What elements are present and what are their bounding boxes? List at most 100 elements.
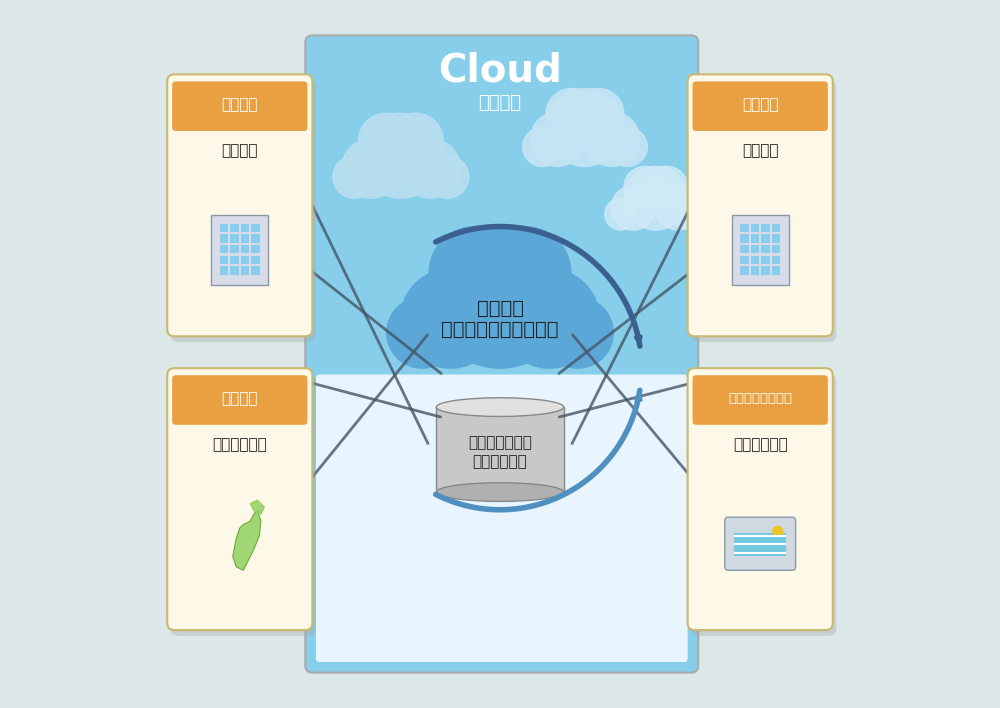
Bar: [230, 245, 239, 253]
FancyBboxPatch shape: [691, 80, 836, 342]
Bar: [740, 234, 749, 243]
Circle shape: [542, 297, 613, 368]
Bar: [751, 245, 759, 253]
Bar: [241, 256, 249, 264]
Bar: [751, 256, 759, 264]
Ellipse shape: [436, 483, 564, 501]
Circle shape: [388, 113, 443, 169]
Bar: [734, 533, 786, 556]
Bar: [241, 266, 249, 275]
Bar: [761, 266, 770, 275]
Polygon shape: [233, 510, 261, 570]
Text: クラウド: クラウド: [479, 93, 522, 112]
Text: 被災都道府県: 被災都道府県: [212, 437, 267, 452]
FancyBboxPatch shape: [172, 375, 307, 425]
Bar: [241, 245, 249, 253]
Text: 輸送調整: 輸送調整: [222, 97, 258, 113]
FancyBboxPatch shape: [693, 81, 828, 131]
Bar: [241, 224, 249, 232]
Bar: [751, 224, 759, 232]
Bar: [230, 224, 239, 232]
FancyBboxPatch shape: [167, 368, 312, 630]
Bar: [761, 234, 770, 243]
Bar: [220, 266, 228, 275]
Bar: [761, 224, 770, 232]
Bar: [436, 407, 564, 492]
FancyBboxPatch shape: [725, 517, 796, 571]
Bar: [251, 234, 260, 243]
Circle shape: [624, 166, 665, 207]
Bar: [251, 256, 260, 264]
FancyBboxPatch shape: [732, 215, 789, 285]
Bar: [772, 256, 780, 264]
Circle shape: [585, 112, 639, 166]
Bar: [740, 245, 749, 253]
FancyBboxPatch shape: [693, 375, 828, 425]
Circle shape: [358, 113, 443, 198]
Circle shape: [341, 139, 401, 198]
Bar: [220, 256, 228, 264]
Circle shape: [608, 127, 647, 166]
Text: 物資要請＆割振り: 物資要請＆割振り: [728, 392, 792, 405]
Text: 災害対策本部: 災害対策本部: [733, 437, 788, 452]
FancyBboxPatch shape: [172, 81, 307, 131]
Circle shape: [358, 113, 414, 169]
Bar: [251, 245, 260, 253]
Text: 関係省庁: 関係省庁: [742, 143, 778, 159]
FancyBboxPatch shape: [316, 375, 688, 662]
Bar: [751, 266, 759, 275]
Text: 関係省庁: 関係省庁: [222, 143, 258, 159]
Circle shape: [429, 227, 571, 368]
Bar: [251, 224, 260, 232]
Circle shape: [401, 269, 500, 368]
Circle shape: [479, 227, 571, 319]
Bar: [220, 245, 228, 253]
FancyBboxPatch shape: [171, 374, 316, 636]
Circle shape: [500, 269, 599, 368]
Circle shape: [387, 297, 458, 368]
Bar: [761, 245, 770, 253]
Bar: [772, 266, 780, 275]
Circle shape: [530, 112, 585, 166]
FancyBboxPatch shape: [691, 374, 836, 636]
Circle shape: [646, 166, 688, 207]
Bar: [772, 245, 780, 253]
Bar: [761, 256, 770, 264]
Bar: [772, 234, 780, 243]
Text: 物資調達: 物資調達: [477, 299, 524, 317]
Bar: [230, 266, 239, 275]
FancyBboxPatch shape: [211, 215, 268, 285]
Circle shape: [624, 166, 688, 230]
Text: 物資要請: 物資要請: [222, 391, 258, 406]
Circle shape: [429, 227, 521, 319]
Circle shape: [333, 156, 375, 198]
Bar: [751, 234, 759, 243]
Bar: [251, 266, 260, 275]
Bar: [740, 224, 749, 232]
FancyBboxPatch shape: [688, 74, 833, 336]
Circle shape: [605, 198, 637, 230]
Circle shape: [656, 185, 700, 230]
Circle shape: [772, 526, 784, 537]
Circle shape: [401, 139, 460, 198]
Text: 物資調達: 物資調達: [742, 97, 778, 113]
Bar: [740, 256, 749, 264]
Circle shape: [523, 127, 562, 166]
Text: 物資調達輸送用: 物資調達輸送用: [468, 435, 532, 450]
FancyBboxPatch shape: [305, 35, 698, 673]
Text: データベース: データベース: [473, 454, 527, 469]
FancyBboxPatch shape: [171, 80, 316, 342]
Ellipse shape: [436, 398, 564, 416]
Bar: [230, 234, 239, 243]
FancyBboxPatch shape: [688, 368, 833, 630]
Text: 輸送調整支援システム: 輸送調整支援システム: [441, 320, 559, 338]
Bar: [740, 266, 749, 275]
Polygon shape: [250, 500, 264, 514]
Circle shape: [573, 88, 624, 139]
Bar: [230, 256, 239, 264]
Circle shape: [611, 185, 656, 230]
Circle shape: [546, 88, 597, 139]
Bar: [220, 224, 228, 232]
FancyBboxPatch shape: [167, 74, 312, 336]
Circle shape: [426, 156, 469, 198]
